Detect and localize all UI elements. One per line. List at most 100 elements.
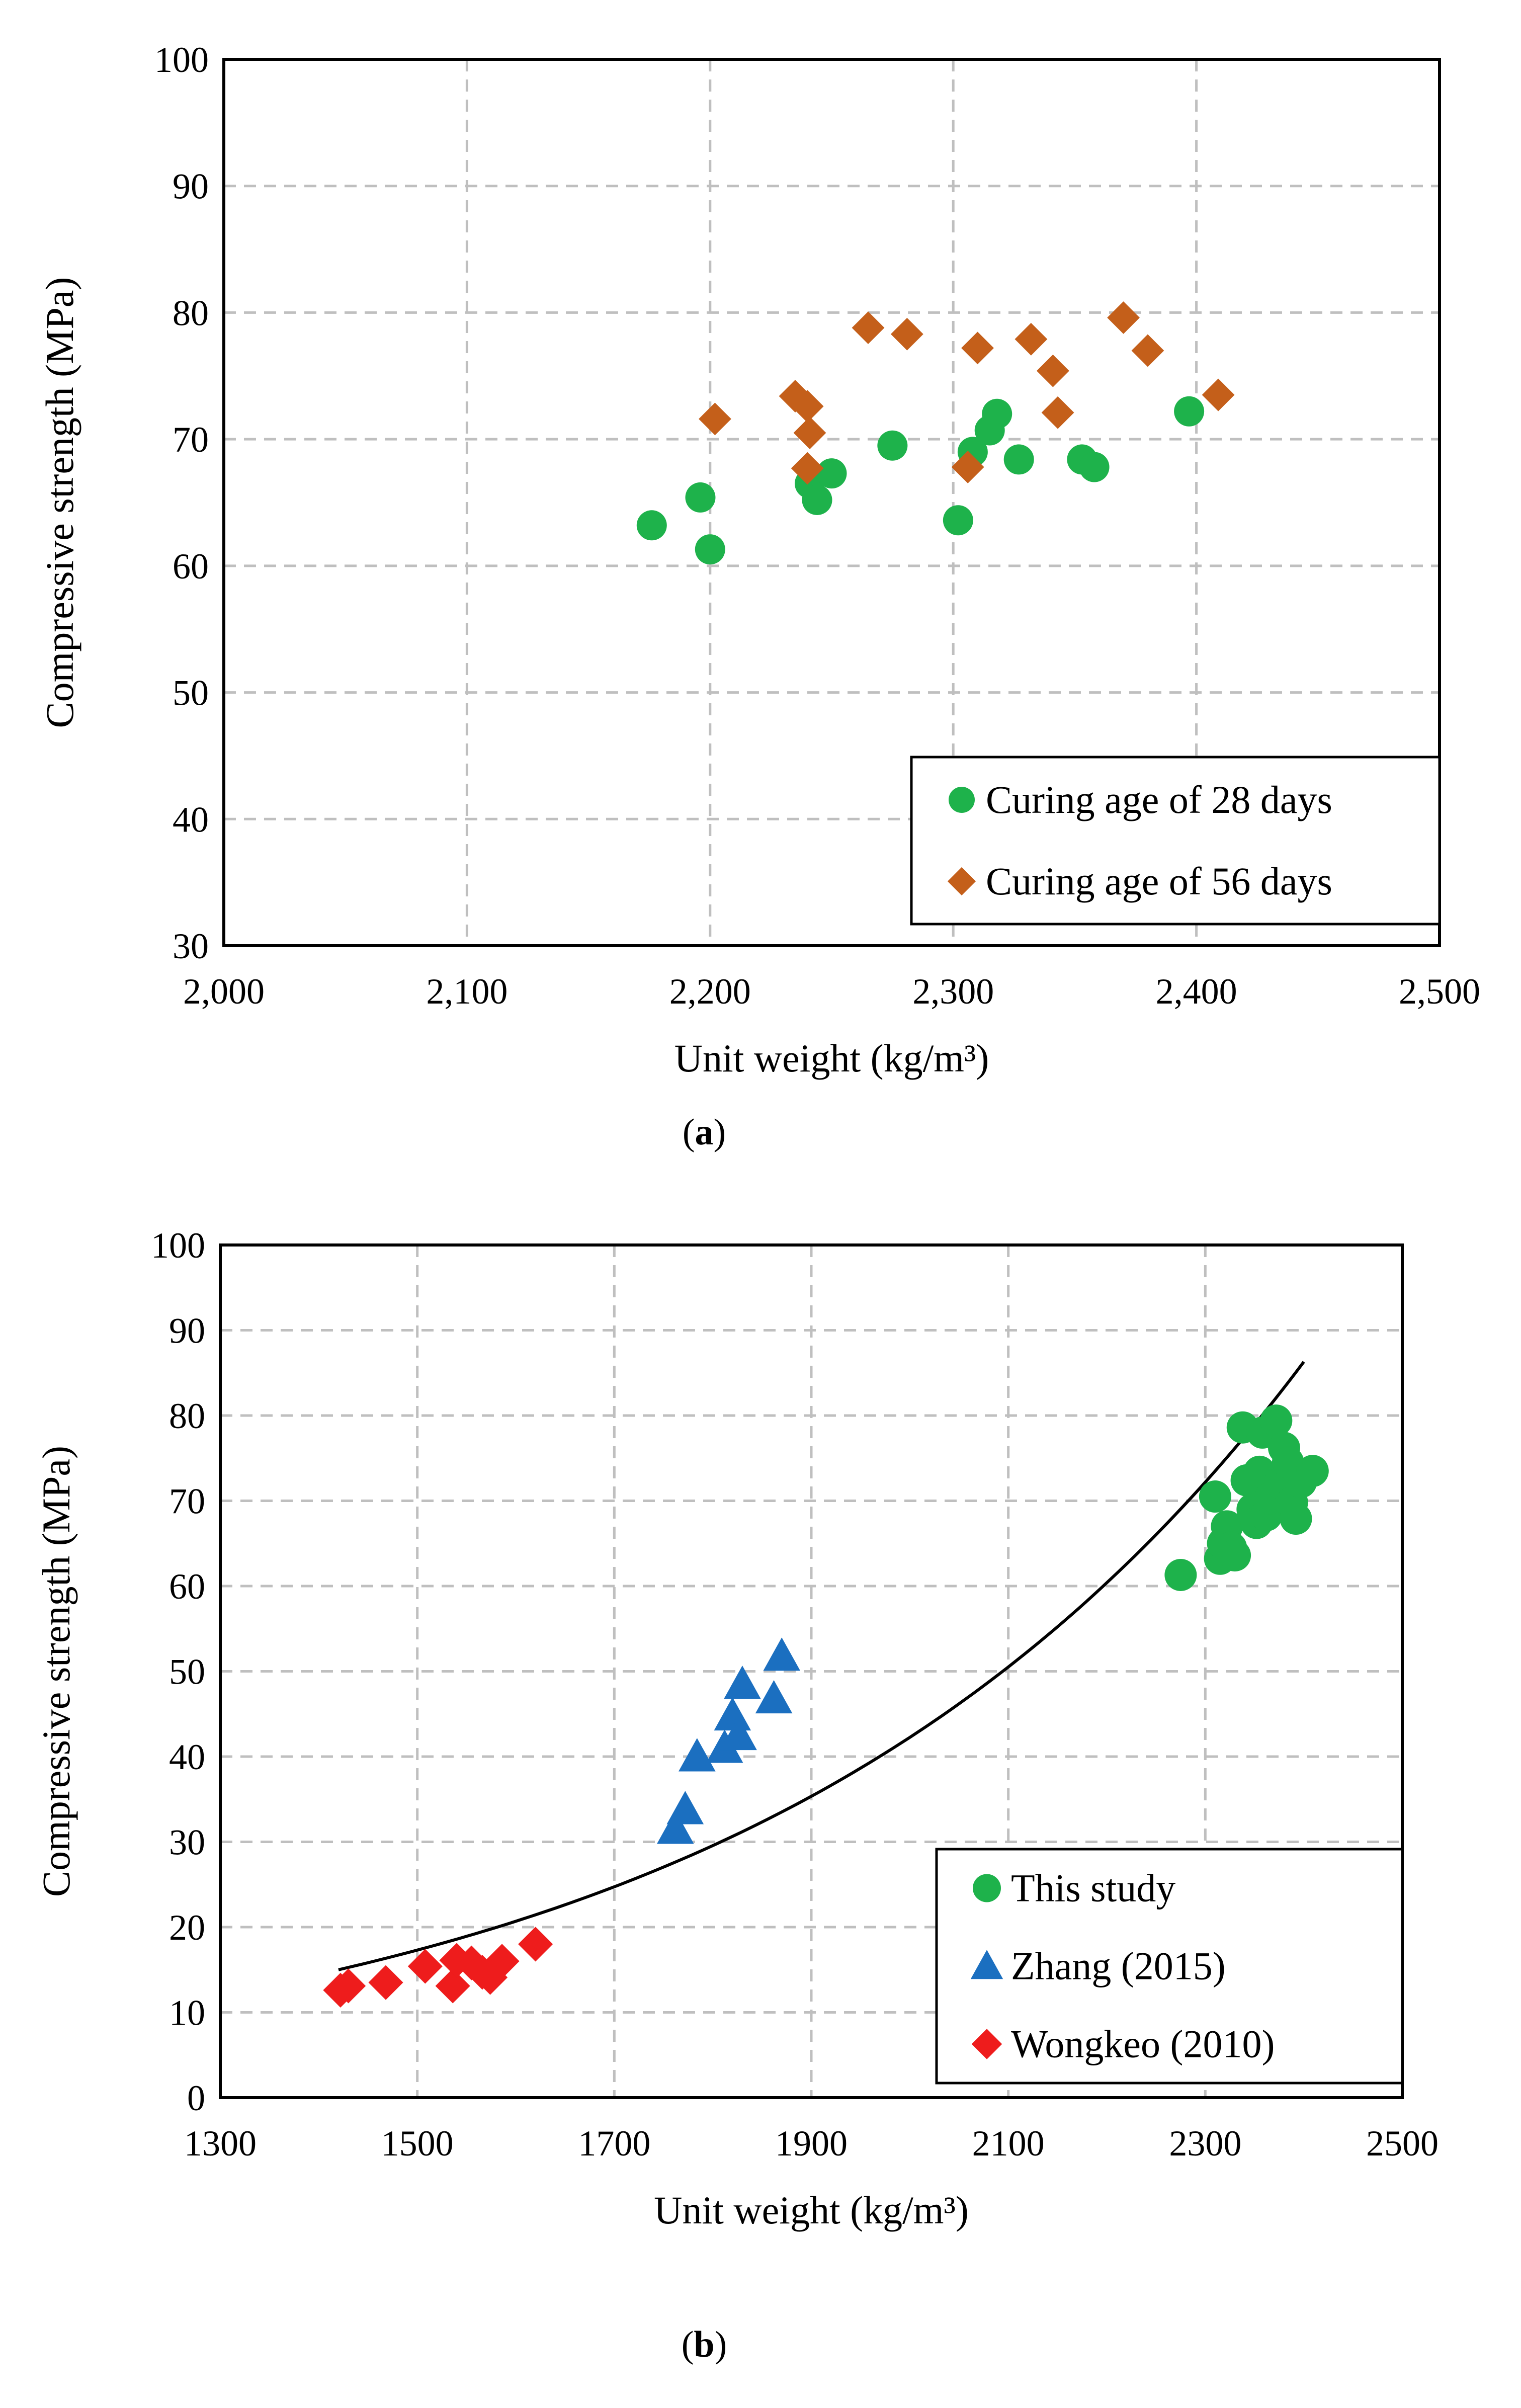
data-point bbox=[656, 1810, 694, 1844]
x-tick-label: 2,200 bbox=[669, 971, 751, 1012]
trendline bbox=[338, 1361, 1305, 1971]
x-tick-label: 2,400 bbox=[1156, 971, 1237, 1012]
data-point bbox=[951, 451, 984, 483]
y-tick-label: 100 bbox=[154, 40, 209, 80]
data-point bbox=[755, 1680, 793, 1714]
data-point bbox=[793, 417, 826, 449]
legend-entry-label: Curing age of 28 days bbox=[986, 778, 1332, 821]
data-point bbox=[484, 1944, 520, 1979]
chart-panel-a: 2,000 2,100 2,200 2,300 2,400 2,500 30 40 50 60 70… bbox=[38, 40, 1480, 1153]
y-axis-label: Compressive strength (MPa) bbox=[34, 1446, 78, 1897]
data-point bbox=[1079, 452, 1110, 482]
x-tick-label: 2,100 bbox=[426, 971, 508, 1012]
y-tick-label: 40 bbox=[169, 1737, 205, 1777]
data-point bbox=[679, 1738, 716, 1772]
data-point bbox=[1107, 301, 1140, 334]
x-tick-label: 2,300 bbox=[912, 971, 994, 1012]
y-tick-label: 70 bbox=[169, 1481, 205, 1522]
y-tick-label: 100 bbox=[151, 1225, 205, 1266]
data-point bbox=[1015, 322, 1048, 356]
y-tick-label: 80 bbox=[173, 293, 209, 333]
data-point bbox=[1219, 1539, 1251, 1571]
x-tick-label: 2100 bbox=[972, 2123, 1045, 2164]
legend-entry-label: Zhang (2015) bbox=[1011, 1944, 1226, 1988]
series-2 bbox=[323, 1927, 553, 2008]
chart-panel-b: 1300 1500 1700 1900 2100 2300 2500 0 10 20 30 40 50 6… bbox=[34, 1225, 1439, 2365]
panel-label: (b) bbox=[682, 2324, 727, 2365]
data-point bbox=[877, 430, 908, 461]
data-point bbox=[685, 482, 716, 513]
legend-marker bbox=[971, 2029, 1002, 2059]
data-point bbox=[816, 458, 847, 489]
y-tick-label: 0 bbox=[187, 2078, 205, 2118]
data-point bbox=[636, 510, 667, 541]
legend-entry-label: Wongkeo (2010) bbox=[1011, 2022, 1275, 2066]
x-axis-label: Unit weight (kg/m³) bbox=[654, 2188, 969, 2232]
legend-marker bbox=[949, 787, 975, 813]
data-point bbox=[1296, 1455, 1329, 1487]
panel-label: (a) bbox=[683, 1112, 726, 1153]
legend-marker bbox=[947, 867, 976, 896]
data-point bbox=[791, 390, 824, 423]
data-point bbox=[368, 1965, 403, 2000]
y-tick-label: 20 bbox=[169, 1907, 205, 1948]
data-point bbox=[699, 402, 731, 436]
x-tick-label: 1700 bbox=[578, 2123, 650, 2164]
data-point bbox=[763, 1637, 801, 1671]
data-point bbox=[454, 1945, 489, 1980]
data-point bbox=[407, 1949, 443, 1984]
data-point bbox=[1164, 1558, 1197, 1591]
x-tick-label: 2300 bbox=[1169, 2123, 1241, 2164]
plot-area-frame bbox=[219, 1243, 1404, 2099]
data-point bbox=[982, 398, 1012, 429]
data-point bbox=[890, 317, 923, 351]
data-point bbox=[518, 1927, 553, 1962]
series-0 bbox=[1164, 1404, 1329, 1591]
data-point bbox=[1041, 396, 1074, 429]
data-point bbox=[1202, 378, 1235, 411]
x-tick-label: 2,000 bbox=[183, 971, 265, 1012]
y-tick-label: 50 bbox=[173, 673, 209, 713]
y-tick-label: 90 bbox=[173, 167, 209, 207]
data-point bbox=[1280, 1503, 1312, 1535]
y-tick-label: 30 bbox=[169, 1822, 205, 1863]
y-tick-label: 70 bbox=[173, 420, 209, 460]
data-point bbox=[1131, 334, 1164, 367]
x-axis-label: Unit weight (kg/m³) bbox=[674, 1036, 989, 1080]
legend-entry-label: This study bbox=[1011, 1866, 1175, 1910]
data-point bbox=[961, 331, 994, 365]
legend-box bbox=[935, 1848, 1404, 2085]
data-point bbox=[666, 1791, 704, 1824]
x-tick-label: 1900 bbox=[775, 2123, 848, 2164]
x-tick-label: 2,500 bbox=[1399, 971, 1480, 1012]
legend: This study Zhang (2015) Wongkeo (2010) bbox=[935, 1848, 1404, 2085]
y-tick-label: 60 bbox=[169, 1566, 205, 1607]
data-point bbox=[802, 484, 832, 515]
data-point bbox=[1003, 444, 1034, 475]
series-1 bbox=[656, 1637, 801, 1844]
y-tick-label: 60 bbox=[173, 546, 209, 587]
legend-marker bbox=[973, 1874, 1001, 1902]
data-point bbox=[695, 534, 725, 565]
legend-box bbox=[910, 756, 1441, 926]
data-point bbox=[1036, 354, 1069, 387]
data-point bbox=[435, 1968, 470, 2004]
y-tick-label: 10 bbox=[169, 1993, 205, 2033]
y-tick-label: 40 bbox=[173, 799, 209, 840]
data-point bbox=[791, 452, 824, 485]
data-point bbox=[331, 1968, 366, 2004]
data-point bbox=[720, 1716, 757, 1751]
legend: Curing age of 28 days Curing age of 56 da… bbox=[910, 756, 1441, 926]
data-point bbox=[1174, 396, 1205, 427]
x-tick-label: 1300 bbox=[184, 2123, 257, 2164]
y-tick-label: 80 bbox=[169, 1396, 205, 1436]
y-axis-label: Compressive strength (MPa) bbox=[38, 277, 81, 728]
y-tick-label: 30 bbox=[173, 926, 209, 966]
legend-entry-label: Curing age of 56 days bbox=[986, 859, 1332, 903]
y-tick-label: 90 bbox=[169, 1311, 205, 1351]
data-point bbox=[714, 1697, 751, 1731]
data-point bbox=[943, 505, 973, 536]
data-point bbox=[852, 311, 885, 345]
x-tick-label: 2500 bbox=[1366, 2123, 1439, 2164]
